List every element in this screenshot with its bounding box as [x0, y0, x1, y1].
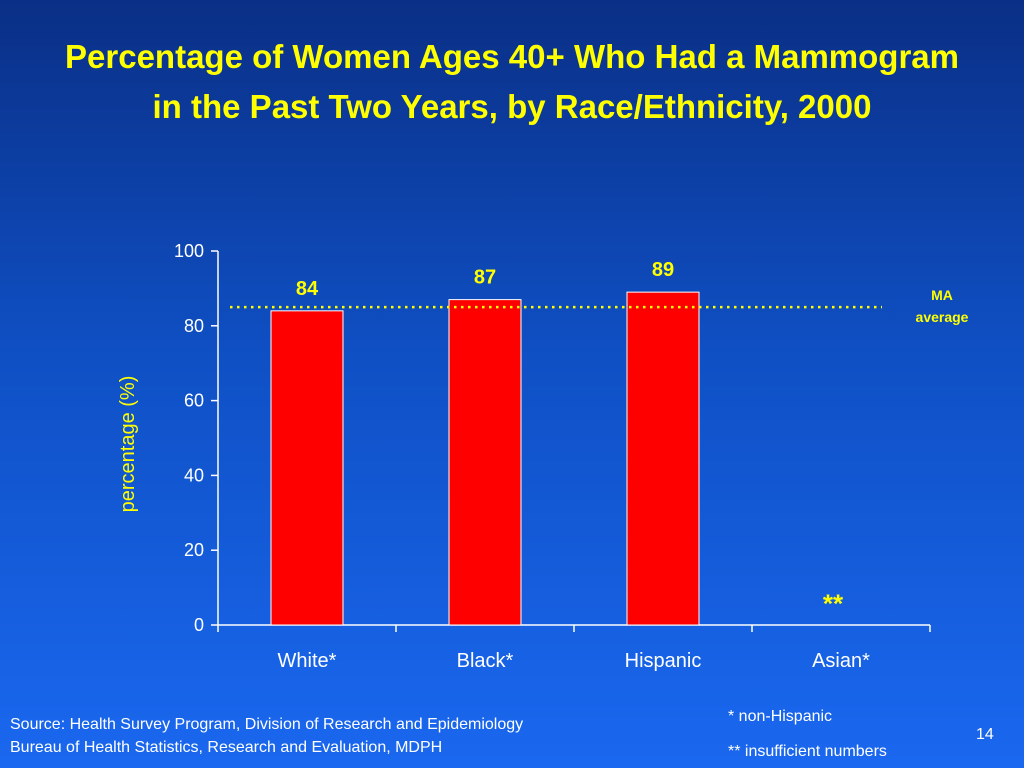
- y-tick-label: 20: [184, 540, 204, 560]
- x-category-label: Asian*: [812, 650, 870, 672]
- slide-number: 14: [976, 726, 994, 744]
- bar: [271, 311, 343, 625]
- source-line-2: Bureau of Health Statistics, Research an…: [10, 739, 442, 757]
- bar-value-label: 87: [474, 267, 496, 289]
- bar-value-label: 84: [296, 278, 319, 300]
- ma-average-label-line: MA: [931, 287, 953, 303]
- y-axis-title: percentage (%): [117, 376, 139, 513]
- bar-value-label: 89: [652, 259, 674, 281]
- bar: [449, 300, 521, 625]
- source-line-1: Source: Health Survey Program, Division …: [10, 716, 523, 734]
- y-tick-label: 0: [194, 615, 204, 635]
- footnote-insufficient-numbers: ** insufficient numbers: [728, 743, 887, 761]
- x-category-label: Black*: [457, 650, 514, 672]
- bar: [627, 292, 699, 625]
- insufficient-data-marker: **: [823, 588, 844, 618]
- ma-average-label-line: average: [916, 309, 969, 325]
- footnote-non-hispanic: * non-Hispanic: [728, 708, 832, 726]
- ma-average-label: MA average: [916, 287, 969, 325]
- y-tick-label: 100: [174, 241, 204, 261]
- bar-chart: 0 20 40 60 80 100 84 White* 87 Black* 89 Hispanic **…: [0, 0, 1024, 768]
- y-tick-label: 60: [184, 391, 204, 411]
- y-tick-label: 80: [184, 316, 204, 336]
- y-tick-label: 40: [184, 465, 204, 485]
- x-category-label: White*: [278, 650, 337, 672]
- x-category-label: Hispanic: [625, 650, 702, 672]
